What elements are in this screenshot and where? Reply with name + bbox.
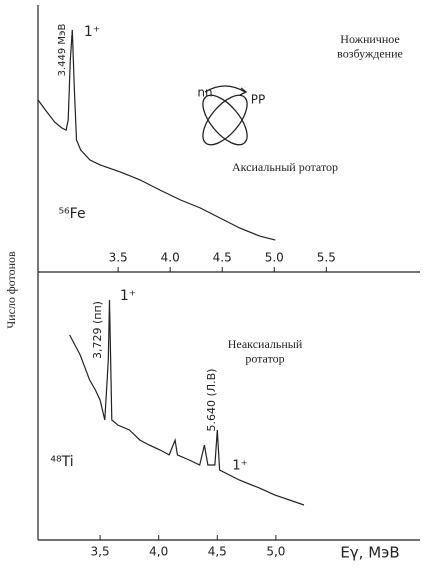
- x-tick-label: 3.5: [109, 251, 128, 265]
- annotation: 1⁺: [84, 24, 100, 40]
- annotation: PP: [251, 93, 265, 107]
- x-tick-label: 4,0: [149, 545, 168, 559]
- annotation: Ножничное возбуждение: [337, 32, 403, 60]
- annotation: ⁴⁸Ti: [50, 454, 73, 470]
- y-axis-label: Число фотонов: [4, 251, 18, 329]
- annotation: nn: [197, 86, 212, 100]
- annotation: 3.449 МэВ: [57, 23, 68, 76]
- x-tick-label: 5.5: [317, 251, 336, 265]
- x-tick-label: 4,5: [208, 545, 227, 559]
- spectrum-line: [69, 299, 305, 506]
- annotation: Аксиальный ротатор: [232, 160, 338, 174]
- x-tick-label: 4.5: [213, 251, 232, 265]
- annotation: Неаксиальный ротатор: [228, 337, 303, 365]
- annotation: 3,729 (пп): [91, 301, 104, 359]
- x-axis-label: Eγ, МэВ: [340, 544, 399, 562]
- x-tick-label: 5.0: [265, 251, 284, 265]
- annotation: ⁵⁶Fe: [58, 206, 85, 222]
- spectrum-line: [37, 29, 276, 241]
- x-tick-label: 4.0: [161, 251, 180, 265]
- annotation: 1⁺: [120, 288, 136, 304]
- annotation: 5.640 (Л.В): [205, 369, 218, 432]
- nucleus-diagram: [202, 85, 248, 146]
- x-tick-label: 3,5: [91, 545, 110, 559]
- x-tick-label: 5,0: [266, 545, 285, 559]
- annotation: 1⁺: [232, 459, 247, 474]
